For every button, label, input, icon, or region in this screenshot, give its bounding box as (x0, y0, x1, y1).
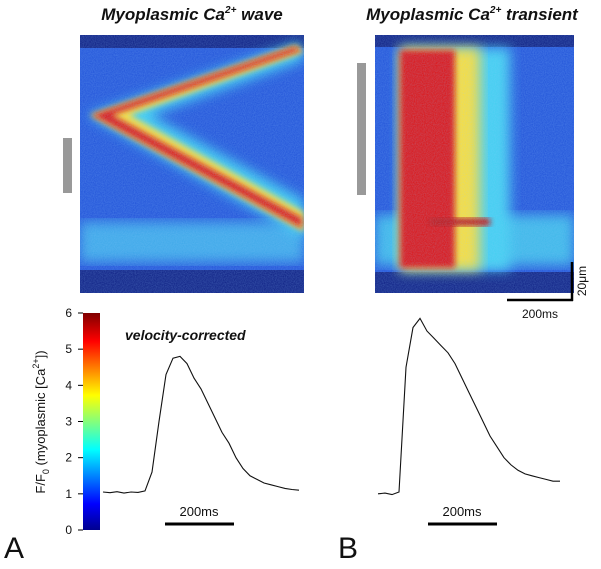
tick-label: 6 (65, 306, 72, 320)
panel-label: A (4, 532, 24, 564)
tick-label: 3 (65, 415, 72, 429)
region-bar (63, 138, 72, 193)
tick-label: 2 (65, 451, 72, 465)
region-bar (357, 63, 366, 195)
title-text: wave (236, 5, 282, 24)
trace-line (102, 355, 300, 494)
panel-title: Myoplasmic Ca2+ transient (366, 5, 579, 24)
tick-label: 5 (65, 342, 72, 356)
scale-label: 20μm (575, 266, 589, 296)
title-text: Myoplasmic Ca (366, 5, 490, 24)
tick-label: 4 (65, 378, 72, 392)
label-text: F/F (33, 474, 48, 494)
label-sup: 2+ (31, 358, 41, 368)
label-text: ]) (33, 350, 48, 358)
label-text: (myoplasmic [Ca (33, 368, 48, 469)
panel-label: B (338, 532, 358, 564)
linescan-image (80, 35, 304, 293)
colorbar-label: F/F0 (myoplasmic [Ca2+]) (31, 350, 51, 493)
scale-label: 200ms (522, 307, 558, 321)
panel-title: Myoplasmic Ca2+ wave (101, 5, 282, 24)
colorbar (83, 313, 100, 530)
title-sup: 2+ (224, 5, 237, 16)
linescan-image (375, 35, 574, 293)
scale-label: 200ms (442, 504, 482, 519)
scale-label: 200ms (179, 504, 219, 519)
tick-label: 1 (65, 487, 72, 501)
title-text: transient (501, 5, 579, 24)
trace-line (377, 317, 560, 496)
title-text: Myoplasmic Ca (101, 5, 225, 24)
title-sup: 2+ (489, 5, 502, 16)
label-sub: 0 (41, 469, 51, 474)
tick-label: 0 (65, 523, 72, 537)
annotation: velocity-corrected (125, 327, 246, 343)
